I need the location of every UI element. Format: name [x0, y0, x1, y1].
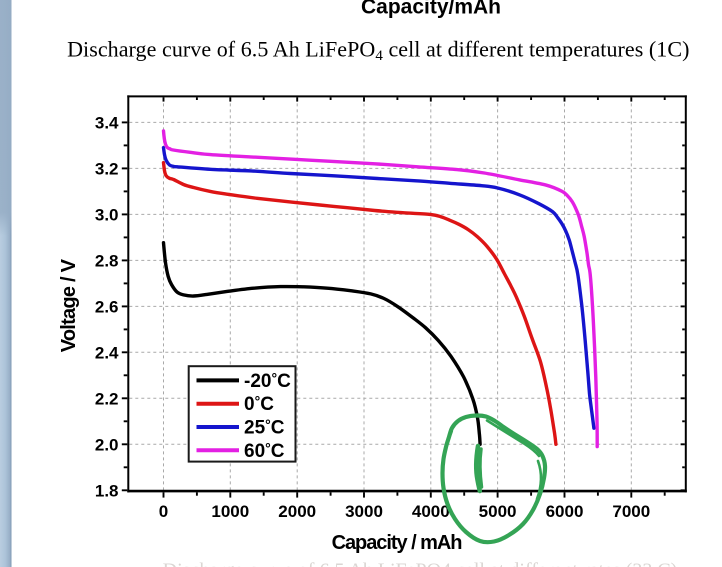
svg-text:5000: 5000 — [479, 502, 517, 521]
svg-text:1000: 1000 — [211, 502, 249, 521]
svg-text:3000: 3000 — [345, 502, 383, 521]
svg-text:2.2: 2.2 — [95, 389, 119, 408]
svg-text:0: 0 — [159, 502, 168, 521]
svg-text:4000: 4000 — [412, 502, 450, 521]
svg-text:7000: 7000 — [612, 502, 650, 521]
svg-text:Voltage / V: Voltage / V — [58, 258, 80, 352]
svg-text:2.0: 2.0 — [95, 435, 119, 454]
svg-text:Discharge curve of 6.5 Ah LiFe: Discharge curve of 6.5 Ah LiFePO4 cell a… — [163, 560, 678, 567]
svg-text:3.4: 3.4 — [95, 113, 119, 132]
svg-text:Capacity / mAh: Capacity / mAh — [332, 532, 462, 554]
svg-text:1.8: 1.8 — [95, 481, 119, 500]
svg-text:60°C: 60°C — [244, 440, 285, 462]
svg-text:6000: 6000 — [546, 502, 584, 521]
svg-text:3.2: 3.2 — [95, 159, 119, 178]
svg-text:2.6: 2.6 — [95, 297, 119, 316]
svg-text:2000: 2000 — [278, 502, 316, 521]
svg-text:0°C: 0°C — [244, 393, 274, 415]
svg-text:-20°C: -20°C — [244, 370, 291, 392]
svg-text:2.8: 2.8 — [95, 251, 119, 270]
svg-text:Capacity/mAh: Capacity/mAh — [361, 0, 501, 19]
svg-text:3.0: 3.0 — [95, 205, 119, 224]
svg-text:2.4: 2.4 — [95, 343, 119, 362]
svg-text:25°C: 25°C — [244, 417, 285, 439]
